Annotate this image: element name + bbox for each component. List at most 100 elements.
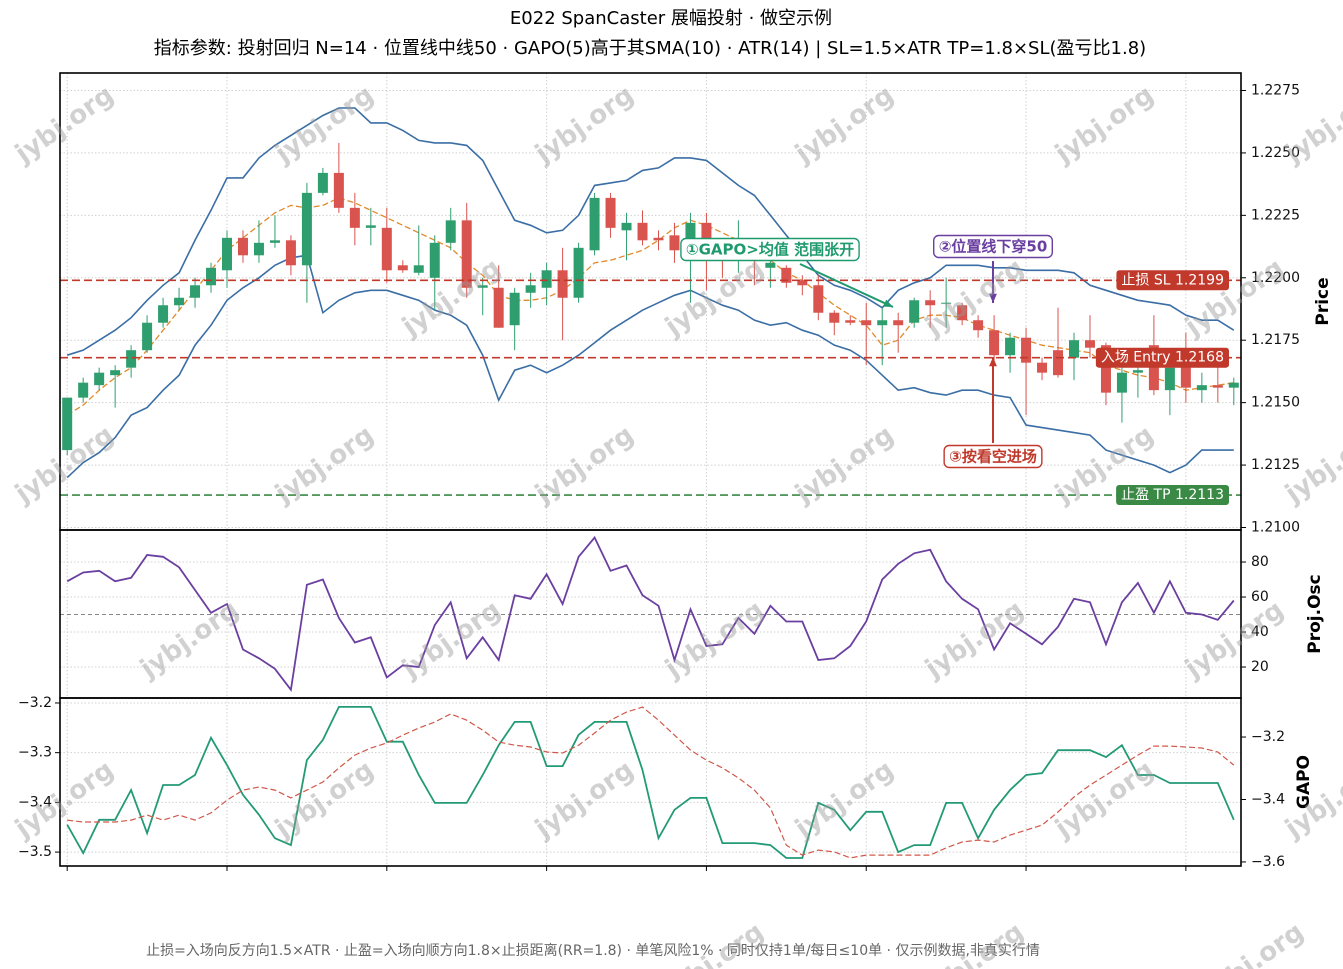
watermark: jybj.org [269,80,379,170]
chart-title: E022 SpanCaster 展幅投射 · 做空示例 [510,8,832,29]
watermark: jybj.org [134,595,244,685]
candle-body [1084,340,1095,348]
candle-body [253,242,264,256]
candle-body [493,287,504,328]
y-tick-label: 1.2200 [1251,270,1300,286]
annotation-text: ①GAPO>均值 范围张开 [686,241,854,259]
watermark: jybj.org [1179,253,1289,343]
candle-body [925,300,936,306]
y-tick-label: 1.2250 [1251,145,1300,161]
candle-body [365,225,376,228]
y2-tick-label: −3.2 [1251,729,1285,745]
series-line [66,254,1234,479]
annotation-box [680,237,860,262]
candle-body [461,220,472,288]
candle-body [285,240,296,266]
level-label: 止损 SL 1.2199 [1116,270,1229,291]
axis-title: Price [1313,277,1333,325]
y-tick-label: 1.2150 [1251,395,1300,411]
candle-body [1132,370,1143,373]
candle-body [110,370,121,376]
candle-body [1037,362,1048,373]
data-layer [60,107,1241,859]
level-label: 止盈 TP 1.2113 [1116,485,1229,506]
annotation-arrowhead [989,293,997,303]
candle-body [813,285,824,313]
candle-body [126,350,137,368]
candle-body [237,237,248,256]
candle-body [557,270,568,298]
y2-tick-label: −3.4 [1251,791,1285,807]
y-tick-label: 20 [1251,659,1269,675]
annotation-box [933,234,1053,259]
candle-body [349,207,360,228]
candle-body [1005,337,1016,356]
annotation: ②位置线下穿50 [933,234,1053,303]
candle-body [781,267,792,283]
candle-body [589,197,600,251]
level-label-text: 止盈 TP 1.2113 [1121,487,1224,503]
y-tick-label: 1.2225 [1251,207,1300,223]
watermark: jybj.org [529,80,639,170]
candle-body [909,300,920,323]
candle-body [381,227,392,271]
candle-body [1180,355,1191,388]
candle-body [1100,345,1111,393]
axis-title: Proj.Osc [1305,574,1325,653]
candle-body [973,320,984,331]
candle-body [653,237,664,241]
annotation-text: ②位置线下穿50 [939,238,1048,256]
candle-body [94,372,105,386]
watermark: jybj.org [919,595,1029,685]
candle-body [62,397,73,451]
candle-body [829,312,840,323]
candle-body [685,222,696,251]
series-line [66,197,1234,416]
level-label-box [1116,485,1229,506]
annotation: ①GAPO>均值 范围张开 [680,237,894,308]
y-tick-label: 1.2100 [1251,520,1300,536]
annotation-text: ③按看空进场 [949,448,1037,466]
axis-title: GAPO [1294,755,1314,809]
y-tick-label: 60 [1251,589,1269,605]
candle-body [206,267,217,286]
candle-body [861,320,872,326]
watermark: jybj.org [789,80,899,170]
y-tick-label: −3.3 [18,745,52,761]
candle-body [669,235,680,251]
candle-body [142,322,153,351]
candle-body [1021,337,1032,363]
y-tick-label: −3.4 [18,794,52,810]
grid-layer [60,73,1241,866]
y-tick-label: −3.2 [18,695,52,711]
candle-body [845,320,856,323]
watermark: jybj.org [1179,595,1289,685]
watermark: jybj.org [659,253,769,343]
candle-body [541,270,552,288]
candle-body [1164,367,1175,391]
y-tick-label: 1.2175 [1251,332,1300,348]
candle-body [765,262,776,268]
candle-body [605,197,616,228]
watermark: jybj.org [396,595,506,685]
watermark: jybj.org [269,755,379,845]
annotation-arrowhead [989,357,997,367]
candle-body [701,222,712,248]
candle-body [413,265,424,273]
candle-body [78,382,89,398]
candle-body [957,305,968,321]
annotation-arrowhead [883,299,893,307]
y-tick-label: 40 [1251,624,1269,640]
watermark: jybj.org [9,80,119,170]
candle-body [190,285,201,298]
candle-body [797,280,808,286]
watermark: jybj.org [529,420,639,510]
y-tick-label: 1.2125 [1251,457,1300,473]
candle-body [525,285,536,293]
candle-body [1228,382,1239,388]
candle-body [989,330,1000,356]
candle-body [174,297,185,306]
candle-body [445,220,456,243]
panel-frame [59,697,1242,867]
